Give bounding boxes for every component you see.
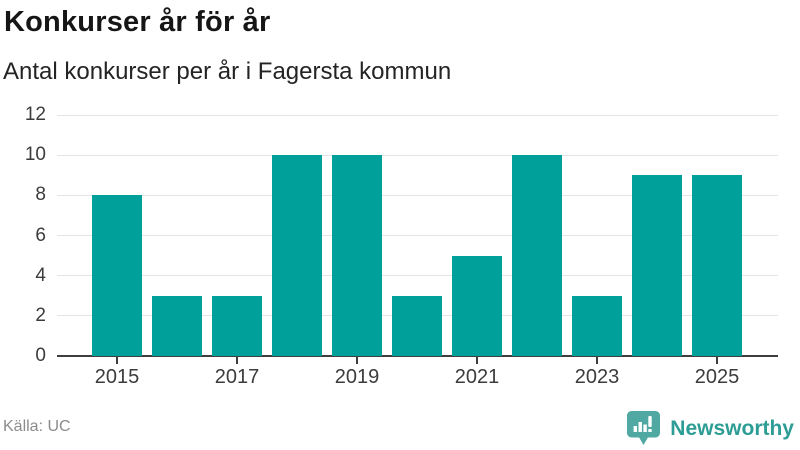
x-axis-tick bbox=[476, 357, 478, 364]
bar bbox=[632, 175, 682, 356]
bar bbox=[272, 155, 322, 356]
gridline bbox=[57, 235, 778, 236]
y-axis-label: 2 bbox=[35, 304, 46, 326]
x-axis-tick bbox=[356, 357, 358, 364]
newsworthy-wordmark: Newsworthy bbox=[670, 416, 794, 440]
y-axis-label: 0 bbox=[35, 345, 46, 366]
gridline bbox=[57, 275, 778, 277]
y-axis-label: 6 bbox=[35, 224, 46, 246]
y-axis-label: 4 bbox=[35, 264, 46, 286]
bar bbox=[512, 155, 562, 356]
y-axis-label: 8 bbox=[35, 184, 46, 206]
x-axis-tick bbox=[236, 357, 238, 364]
bar bbox=[152, 295, 202, 356]
y-axis-label: 12 bbox=[24, 104, 46, 125]
x-axis-label: 2025 bbox=[694, 366, 740, 388]
gridline bbox=[57, 194, 778, 196]
newsworthy-icon bbox=[627, 411, 661, 445]
bar bbox=[92, 195, 142, 356]
x-axis-label: 2015 bbox=[94, 366, 140, 388]
newsworthy-logo[interactable]: Newsworthy bbox=[626, 410, 794, 447]
source-caption: Källa: UC bbox=[3, 418, 71, 435]
bar bbox=[452, 255, 502, 356]
chart-title: Konkurser år för år bbox=[4, 6, 271, 38]
bar bbox=[392, 295, 442, 356]
x-axis-line bbox=[57, 355, 778, 357]
bar bbox=[572, 295, 622, 356]
bar bbox=[332, 155, 382, 356]
gridline bbox=[57, 114, 778, 116]
x-axis-tick bbox=[116, 357, 118, 364]
x-axis-label: 2017 bbox=[214, 366, 260, 388]
gridline bbox=[57, 154, 778, 156]
x-axis-tick bbox=[716, 357, 718, 364]
x-axis-label: 2019 bbox=[334, 366, 380, 388]
chart-subtitle: Antal konkurser per år i Fagersta kommun bbox=[3, 58, 452, 85]
x-axis-label: 2023 bbox=[574, 366, 620, 388]
y-axis-label: 10 bbox=[24, 144, 46, 166]
bar bbox=[692, 175, 742, 356]
x-axis-tick bbox=[596, 357, 598, 364]
x-axis-label: 2021 bbox=[454, 366, 500, 388]
bar bbox=[212, 295, 262, 356]
